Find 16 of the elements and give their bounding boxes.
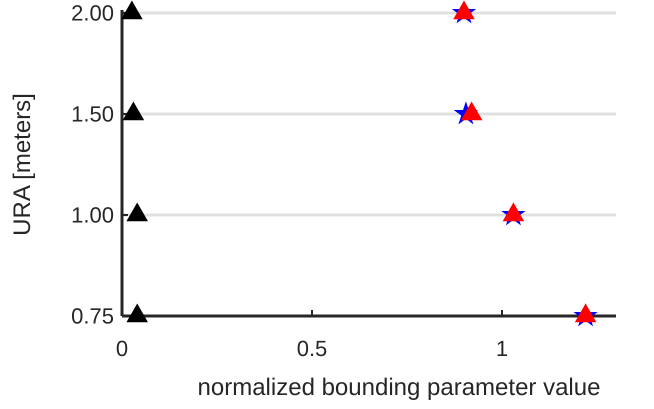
y-tick-label: 0.75 (71, 304, 114, 329)
point (502, 203, 524, 222)
y-axis-title: URA [meters] (9, 93, 36, 236)
point (461, 102, 482, 120)
y-tick-label: 2.00 (71, 0, 114, 26)
point (126, 203, 148, 222)
x-tick-label: 0.5 (296, 336, 328, 361)
x-tick-label: 1 (496, 336, 508, 361)
point (121, 1, 142, 20)
x-axis-title: normalized bounding parameter value (198, 374, 600, 401)
y-tick-label: 1.50 (71, 102, 114, 127)
point (575, 304, 596, 322)
point (126, 304, 148, 322)
y-tick-label: 1.00 (71, 202, 114, 228)
x-tick-label: 0 (116, 336, 128, 361)
point (122, 102, 144, 120)
